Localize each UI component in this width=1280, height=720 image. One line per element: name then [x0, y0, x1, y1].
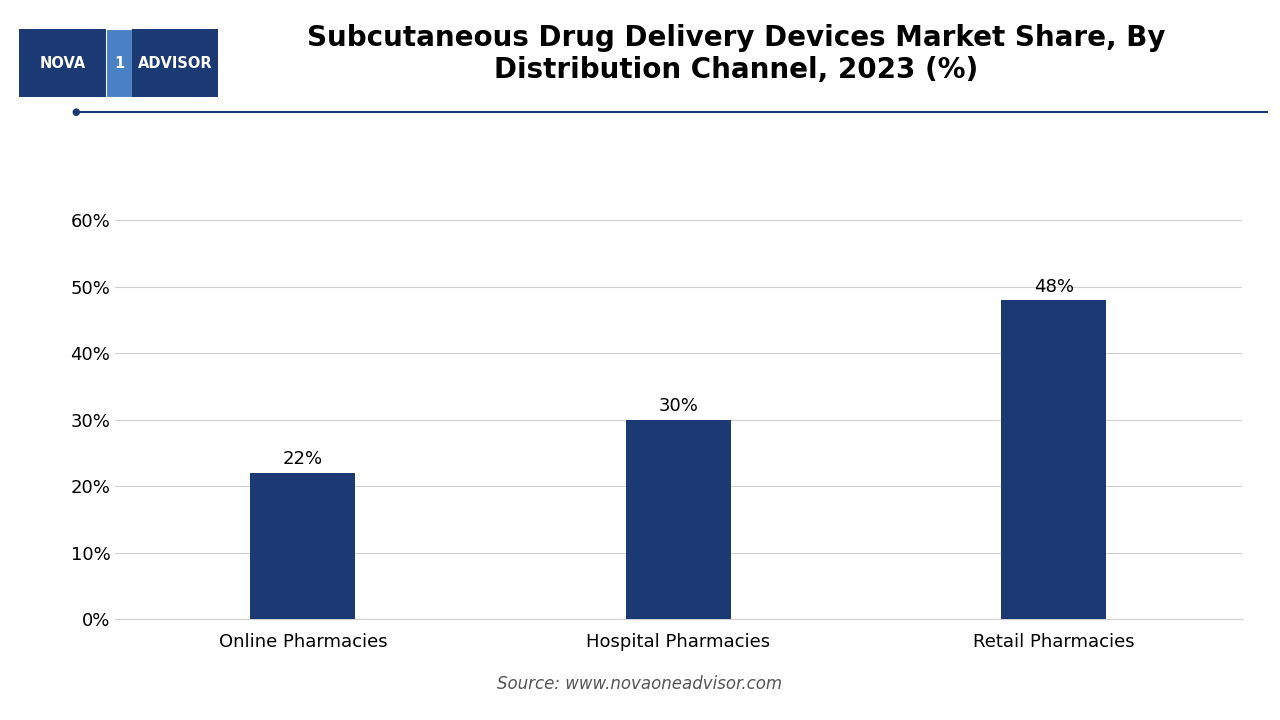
Bar: [1001, 300, 1106, 619]
Bar: [626, 420, 731, 619]
Text: 30%: 30%: [658, 397, 699, 415]
Text: NOVA: NOVA: [40, 55, 86, 71]
Text: ADVISOR: ADVISOR: [138, 55, 212, 71]
Text: 1: 1: [114, 55, 124, 71]
Text: 22%: 22%: [283, 450, 323, 468]
Text: Source: www.novaoneadvisor.com: Source: www.novaoneadvisor.com: [498, 675, 782, 693]
Text: 48%: 48%: [1034, 277, 1074, 295]
Bar: [251, 473, 356, 619]
Text: Subcutaneous Drug Delivery Devices Market Share, By
Distribution Channel, 2023 (: Subcutaneous Drug Delivery Devices Marke…: [307, 24, 1165, 84]
Text: ●: ●: [72, 107, 81, 117]
